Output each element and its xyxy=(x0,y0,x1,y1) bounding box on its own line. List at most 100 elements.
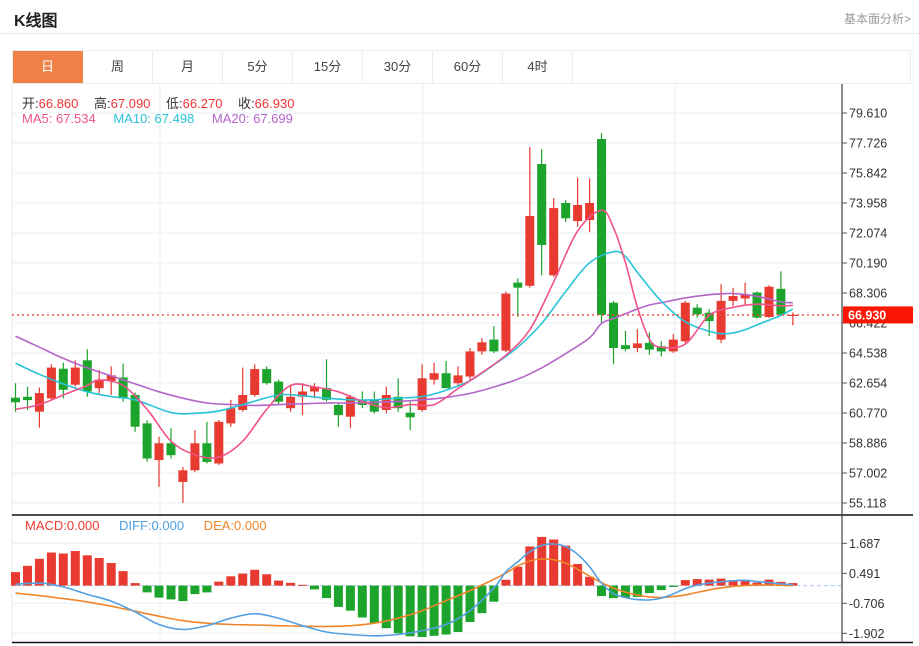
candle[interactable] xyxy=(178,470,188,482)
candle[interactable] xyxy=(262,369,272,384)
tab-month[interactable]: 月 xyxy=(153,51,223,83)
ma20-value: MA20: 67.699 xyxy=(211,111,293,126)
axis-tick-label: 57.002 xyxy=(849,467,887,481)
candle[interactable] xyxy=(597,139,606,315)
tab-min5[interactable]: 5分 xyxy=(223,51,293,83)
candle[interactable] xyxy=(537,164,547,245)
candle[interactable] xyxy=(561,203,571,219)
candle[interactable] xyxy=(23,396,32,401)
candle[interactable] xyxy=(525,216,535,286)
candle[interactable] xyxy=(585,203,595,220)
candle[interactable] xyxy=(154,443,164,461)
candle[interactable] xyxy=(656,346,666,352)
ohlc-readout: 开:66.860 高:67.090 低:66.270 收:66.930 xyxy=(22,93,306,112)
tab-day[interactable]: 日 xyxy=(13,51,83,83)
candle[interactable] xyxy=(513,282,523,288)
candle[interactable] xyxy=(333,405,343,416)
header-divider xyxy=(0,33,919,34)
candle[interactable] xyxy=(166,443,176,456)
candle[interactable] xyxy=(429,373,439,380)
candle[interactable] xyxy=(214,421,224,464)
candle[interactable] xyxy=(142,423,152,459)
axis-tick-label: 79.610 xyxy=(849,107,887,121)
ma5-value: MA5: 67.534 xyxy=(22,111,96,126)
candle[interactable] xyxy=(740,294,750,299)
candle[interactable] xyxy=(441,373,451,389)
interval-tabbar: 日周月 5分 15分 30分 60分 4时 xyxy=(12,50,911,84)
open-label: 开: xyxy=(22,96,39,111)
high-label: 高: xyxy=(94,96,111,111)
candle[interactable] xyxy=(82,360,92,392)
candle[interactable] xyxy=(453,375,463,384)
candle[interactable] xyxy=(34,393,44,412)
candle[interactable] xyxy=(501,293,511,351)
candle[interactable] xyxy=(692,307,702,315)
low-value: 66.270 xyxy=(182,96,223,111)
diff-line xyxy=(15,543,793,637)
tab-min60[interactable]: 60分 xyxy=(433,51,503,83)
candle[interactable] xyxy=(11,397,20,403)
page-title: K线图 xyxy=(14,13,58,30)
candle[interactable] xyxy=(489,339,499,352)
candle[interactable] xyxy=(465,351,475,377)
macd-readout: MACD:0.000 DIFF:0.000 DEA:0.000 xyxy=(25,518,283,533)
axis-tick-label: 77.726 xyxy=(849,137,887,151)
candle[interactable] xyxy=(94,379,104,389)
axis-tick-label: -1.902 xyxy=(849,627,884,641)
candle[interactable] xyxy=(106,375,116,381)
axis-tick-label: 64.538 xyxy=(849,347,887,361)
low-label: 低: xyxy=(166,96,183,111)
candle[interactable] xyxy=(573,205,583,222)
candle[interactable] xyxy=(118,377,128,399)
candle[interactable] xyxy=(238,395,248,410)
candle[interactable] xyxy=(46,367,56,399)
candle[interactable] xyxy=(274,381,284,402)
axis-tick-label: 73.958 xyxy=(849,197,887,211)
candle[interactable] xyxy=(345,396,355,417)
candle[interactable] xyxy=(190,443,200,471)
candle[interactable] xyxy=(70,367,80,385)
y-axis-labels: 79.610 77.726 75.842 73.958 72.074 70.190 68.3… xyxy=(842,107,887,641)
tab-min30[interactable]: 30分 xyxy=(363,51,433,83)
gridlines xyxy=(11,84,842,643)
candle[interactable] xyxy=(621,345,630,350)
high-value: 67.090 xyxy=(110,96,151,111)
candle[interactable] xyxy=(286,396,296,409)
diff-value: DIFF:0.000 xyxy=(119,518,185,533)
candle[interactable] xyxy=(644,342,654,350)
ma5-line xyxy=(15,209,793,459)
candle[interactable] xyxy=(668,339,678,352)
candle[interactable] xyxy=(250,369,260,395)
axis-tick-label: 68.306 xyxy=(849,287,887,301)
candle[interactable] xyxy=(130,395,140,427)
candle[interactable] xyxy=(202,443,212,462)
ma10-line xyxy=(15,250,794,415)
tab-week[interactable]: 周 xyxy=(83,51,153,83)
candle[interactable] xyxy=(549,208,559,276)
tab-hour4[interactable]: 4时 xyxy=(503,51,573,83)
candle[interactable] xyxy=(704,312,714,322)
candle[interactable] xyxy=(764,286,774,317)
candle[interactable] xyxy=(752,292,762,318)
candle[interactable] xyxy=(477,342,487,352)
close-value: 66.930 xyxy=(254,96,295,111)
axis-tick-label: -0.706 xyxy=(849,597,884,611)
axis-tick-label: 75.842 xyxy=(849,167,887,181)
candle[interactable] xyxy=(226,408,236,424)
candle[interactable] xyxy=(632,343,642,348)
candle[interactable] xyxy=(405,412,415,418)
fundamental-analysis-link[interactable]: 基本面分析> xyxy=(843,12,911,26)
candle[interactable] xyxy=(298,391,307,397)
candle[interactable] xyxy=(728,296,738,301)
candle[interactable] xyxy=(716,300,726,340)
candle[interactable] xyxy=(58,368,68,390)
axis-tick-label: 62.654 xyxy=(849,377,887,391)
candle[interactable] xyxy=(393,396,403,409)
tab-min15[interactable]: 15分 xyxy=(293,51,363,83)
candle[interactable] xyxy=(417,378,427,410)
ma-readout: MA5: 67.534 MA10: 67.498 MA20: 67.699 xyxy=(22,111,307,126)
candle[interactable] xyxy=(609,302,618,348)
candle[interactable] xyxy=(310,386,319,392)
candle[interactable] xyxy=(322,388,331,400)
